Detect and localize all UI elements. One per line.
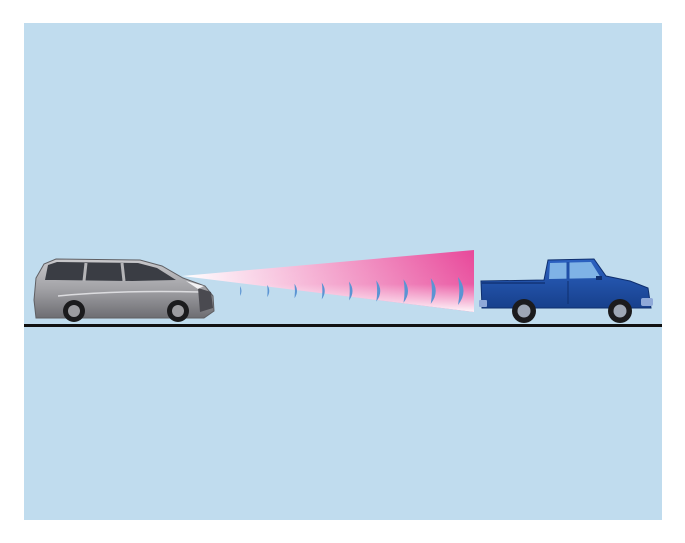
radar-wave-arc (321, 282, 325, 300)
radar-wave-arc (403, 279, 408, 303)
radar-wave-arc (240, 286, 242, 296)
minivan-front-rim (172, 305, 184, 317)
target-vehicle-pickup (479, 258, 653, 323)
ego-vehicle-minivan (33, 258, 215, 322)
minivan-grille (198, 288, 213, 312)
minivan-pillar (120, 262, 126, 282)
radar-wave-arc (376, 280, 381, 302)
radar-waves (240, 277, 464, 305)
pickup-mirror (596, 276, 602, 280)
pickup-bumper (641, 298, 653, 306)
pickup-front-rim (613, 304, 627, 318)
minivan-headlight (186, 281, 204, 289)
radar-wave-arc (458, 277, 464, 305)
radar-beam-fade (182, 250, 474, 312)
radar-wave-arc (349, 281, 353, 301)
minivan-pillar (82, 262, 88, 282)
radar-wave-arc (294, 283, 297, 299)
road-line (24, 324, 662, 327)
pickup-windows (549, 262, 601, 279)
minivan-rear-rim (68, 305, 80, 317)
radar-wave-arc (267, 284, 270, 298)
radar-wave-arc (430, 278, 436, 304)
pickup-rear-bumper (479, 300, 487, 307)
pickup-rear-rim (517, 304, 531, 318)
minivan-side-crease (57, 290, 201, 297)
radar-beam (182, 250, 474, 312)
minivan-windows (45, 262, 176, 281)
